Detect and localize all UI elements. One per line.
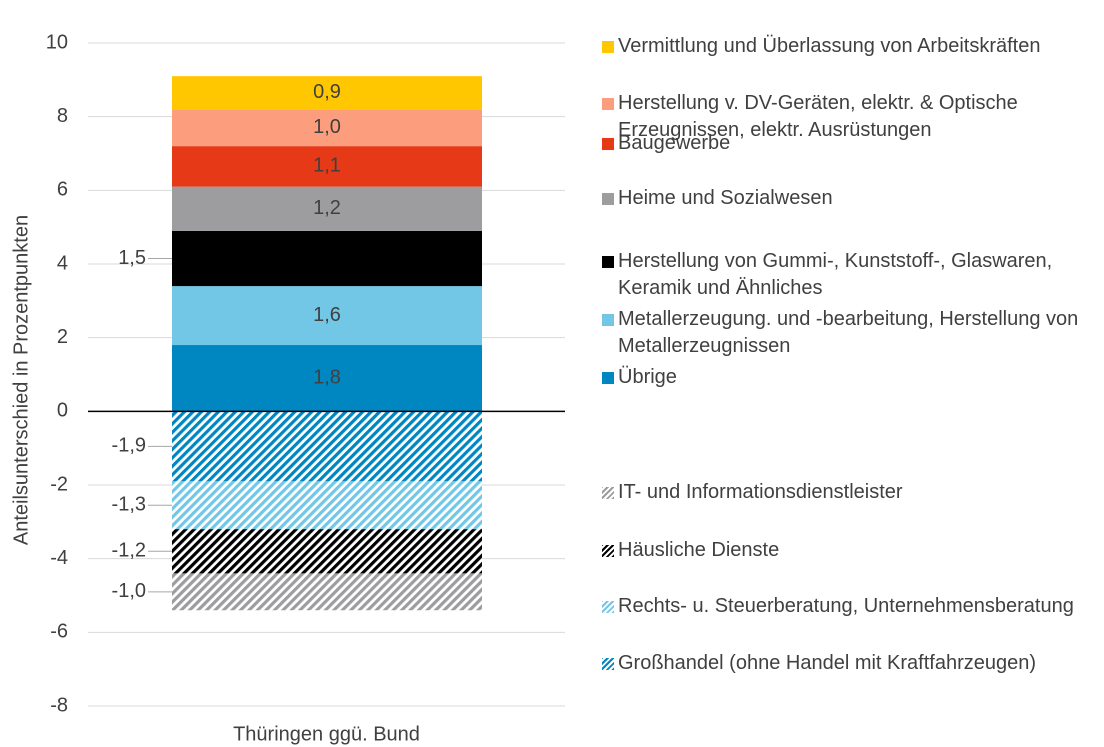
legend-entry: Vermittlung und Überlassung von Arbeitsk… [602,33,1097,60]
y-tick-label: 0 [57,400,68,422]
legend-entry: Großhandel (ohne Handel mit Kraftfahrzeu… [602,650,1097,677]
bar-segment [172,146,482,187]
legend-swatch [602,372,614,384]
legend-entry: Metallerzeugung. und -bearbeitung, Herst… [602,306,1097,360]
legend-label: Baugewerbe [618,132,731,154]
bar-segment [172,481,482,530]
legend-label: Herstellung von Gummi-, Kunststoff-, Gla… [618,250,1053,299]
y-tick-label: -4 [50,547,68,569]
legend-swatch [602,193,614,205]
y-tick-label: 8 [57,105,68,127]
data-label: -1,9 [112,435,146,457]
y-tick-label: -2 [50,473,68,495]
legend-entry: Übrige [602,364,1097,391]
bar-segment [172,573,482,611]
legend-entry: Herstellung von Gummi-, Kunststoff-, Gla… [602,248,1097,302]
data-label: -1,0 [112,580,146,602]
legend-swatch [602,41,614,53]
legend-entry: Rechts- u. Steuerberatung, Unternehmensb… [602,593,1097,620]
data-label: 0,9 [313,81,341,103]
bar-segment [172,286,482,346]
legend-label: Großhandel (ohne Handel mit Kraftfahrzeu… [618,652,1037,674]
bar-segment [172,186,482,231]
y-tick-label: 4 [57,252,68,274]
legend-swatch [602,545,614,557]
legend-swatch [602,601,614,613]
data-label: 1,5 [118,247,146,269]
legend-label: Übrige [618,366,677,388]
y-tick-label: -8 [50,694,68,716]
legend-entry: Herstellung v. DV-Geräten, elektr. & Opt… [602,90,1097,144]
y-tick-label: 10 [46,31,68,53]
y-tick-label: 6 [57,179,68,201]
legend-entry: Häusliche Dienste [602,537,1097,564]
bar-segment [172,411,482,482]
legend-swatch [602,487,614,499]
legend-swatch [602,138,614,150]
data-label: 1,2 [313,197,341,219]
legend-label: Herstellung v. DV-Geräten, elektr. & Opt… [618,92,1018,141]
legend-entry: IT- und Informationsdienstleister [602,479,1097,506]
legend-swatch [602,98,614,110]
bar-segment [172,230,482,287]
bar-segment [172,76,482,110]
y-tick-label: -6 [50,621,68,643]
data-label: 1,6 [313,304,341,326]
legend-label: Heime und Sozialwesen [618,187,833,209]
legend-label: IT- und Informationsdienstleister [618,481,903,503]
legend-swatch [602,256,614,268]
legend-label: Rechts- u. Steuerberatung, Unternehmensb… [618,595,1074,617]
y-tick-label: 2 [57,326,68,348]
bar-segment [172,109,482,147]
legend-label: Vermittlung und Überlassung von Arbeitsk… [618,35,1041,57]
data-label: -1,3 [112,494,146,516]
x-tick-label: Thüringen ggü. Bund [233,723,420,745]
legend-entry: Heime und Sozialwesen [602,185,1097,212]
y-axis-title: Anteilsunterschied in Prozentpunkten [10,215,32,545]
data-label: 1,8 [313,366,341,388]
data-label: 1,0 [313,116,341,138]
bar-segment [172,529,482,574]
data-label: -1,2 [112,540,146,562]
legend-label: Metallerzeugung. und -bearbeitung, Herst… [618,308,1079,357]
legend-swatch [602,314,614,326]
bar-segment [172,345,482,412]
data-label: 1,1 [313,155,341,177]
legend-label: Häusliche Dienste [618,539,780,561]
legend-swatch [602,658,614,670]
legend-entry: Baugewerbe [602,130,1097,157]
